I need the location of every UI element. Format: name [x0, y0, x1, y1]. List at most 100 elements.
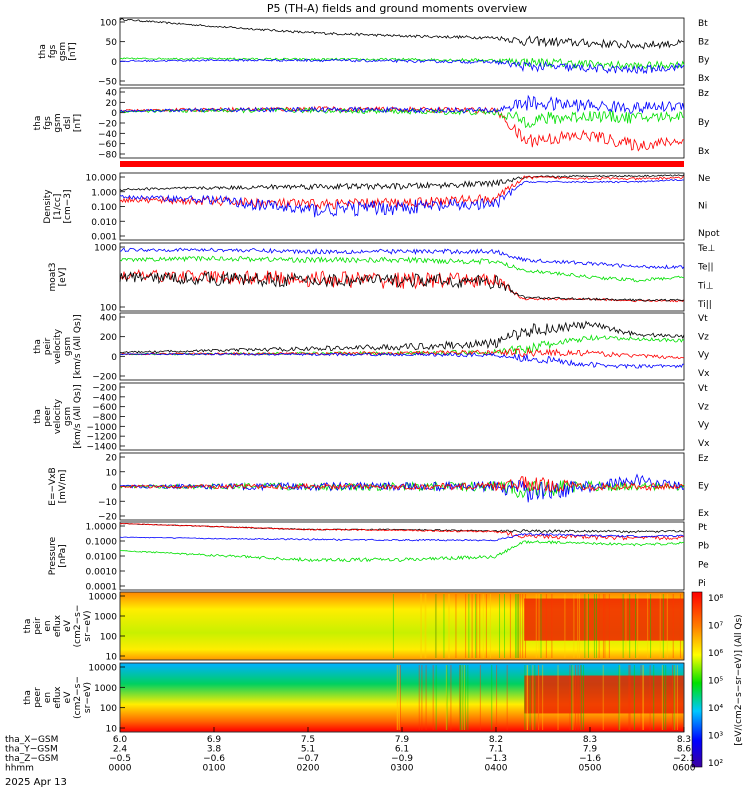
- y-axis-label: [km/s (All Qs)]: [73, 314, 83, 378]
- colorbar-tick-label: 10³: [708, 732, 723, 742]
- y-tick-label: 1000: [94, 244, 117, 254]
- colorbar-tick-label: 10⁵: [708, 677, 723, 687]
- y-tick-label: 10: [106, 468, 118, 478]
- x-tick-label: 0100: [203, 764, 226, 774]
- y-axis-label: [km/s (All Qs)]: [73, 384, 83, 448]
- legend-entry: Te||: [697, 263, 714, 273]
- x-tick-label: 7.5: [301, 735, 315, 745]
- panel-frame: [119, 17, 685, 86]
- y-tick-label: 100: [100, 304, 117, 314]
- y-axis-label: velocity: [53, 398, 63, 434]
- y-tick-label: 1.000: [91, 188, 117, 198]
- y-tick-label: 400: [100, 314, 117, 324]
- panel-frame: [119, 312, 685, 381]
- x-tick-label: 2.4: [113, 745, 128, 755]
- y-tick-label: 0: [111, 109, 117, 119]
- y-axis-label: peer: [33, 687, 43, 708]
- series-line-Vt: [119, 320, 685, 354]
- y-axis-label: tha: [38, 44, 48, 59]
- y-axis-label: eflux: [53, 686, 63, 709]
- x-tick-label: 8.2: [489, 735, 503, 745]
- legend-entry: Ne: [698, 174, 711, 184]
- y-axis-label: gsm: [63, 407, 73, 426]
- y-tick-label: 20: [106, 99, 118, 109]
- panel-frame: [119, 87, 685, 159]
- legend-entry: Bx: [698, 147, 710, 157]
- panel-frame: [119, 242, 685, 312]
- y-tick-label: −1000: [87, 423, 118, 433]
- y-tick-label: −20: [98, 120, 117, 130]
- y-tick-label: 20: [106, 454, 118, 464]
- y-tick-label: 100: [100, 19, 117, 29]
- series-line-Te⊥: [119, 268, 685, 303]
- y-tick-label: −1400: [87, 443, 118, 453]
- y-axis-label: [nPa]: [58, 544, 68, 567]
- x-tick-label: 6.1: [395, 745, 409, 755]
- y-tick-label: −600: [92, 403, 117, 413]
- y-axis-label: Pressure: [48, 536, 58, 575]
- y-axis-label: gsm: [53, 113, 63, 132]
- legend-entry: Ex: [698, 509, 710, 519]
- figure-title: P5 (TH-A) fields and ground moments over…: [267, 2, 527, 15]
- y-axis-label: (cm2−s−: [73, 605, 83, 648]
- y-tick-label: 100: [100, 704, 117, 714]
- panel-fgs_gsm: 100 50 0 −50 tha fgs gsm [nT] Bt Bz By Bx: [38, 17, 710, 88]
- y-axis-label: tha: [23, 619, 33, 634]
- y-tick-label: 50: [106, 38, 118, 48]
- y-axis-label: tha: [33, 409, 43, 424]
- x-tick-label: 0000: [109, 764, 132, 774]
- y-axis-label: gsm: [63, 337, 73, 356]
- x-tick-label: 0200: [297, 764, 320, 774]
- series-line-Vy: [119, 334, 685, 356]
- y-tick-label: −20: [98, 513, 117, 523]
- x-tick-label: 8.6: [677, 745, 692, 755]
- series-line-Pb: [119, 523, 685, 541]
- y-tick-label: −200: [92, 384, 117, 394]
- y-tick-label: −40: [98, 130, 117, 140]
- y-tick-label: −60: [98, 140, 117, 150]
- x-tick-label: 6.9: [207, 735, 222, 745]
- y-tick-label: −1200: [87, 433, 118, 443]
- y-tick-label: 10: [106, 653, 118, 663]
- panel-peir_spectrogram: 10000 1000 100 10 tha peir en eflux eV (cm2−s− sr−…: [23, 591, 685, 663]
- y-tick-label: −200: [92, 373, 117, 383]
- x-tick-label: −0.6: [203, 754, 225, 764]
- x-tick-label: 8.3: [677, 735, 691, 745]
- series-line-Pi: [119, 532, 685, 542]
- panel-frame: [119, 591, 685, 661]
- colorbar-tick-label: 10²: [708, 759, 723, 769]
- x-tick-label: −0.9: [391, 754, 413, 764]
- y-tick-label: 100: [100, 633, 117, 643]
- y-tick-label: 0.0010: [86, 568, 118, 578]
- y-axis-label: fgs: [48, 44, 58, 58]
- y-axis-label: peer: [43, 406, 53, 427]
- x-tick-label: 7.1: [489, 745, 503, 755]
- panel-pressure: 1.0000 0.1000 0.0100 0.0010 0.0001 Pressure [n…: [48, 521, 709, 593]
- legend-entry: Bz: [698, 89, 709, 99]
- y-tick-label: 1000: [94, 613, 117, 623]
- spectrogram-hot-region: [524, 675, 684, 714]
- x-tick-label: 6.0: [113, 735, 128, 745]
- series-line-Vx: [119, 352, 684, 369]
- legend-entry: Pi: [698, 579, 706, 589]
- y-axis-label: gsm: [58, 42, 68, 61]
- legend-entry: Pt: [698, 523, 707, 533]
- legend-entry: Bz: [698, 37, 709, 47]
- x-row-label: tha_Y−GSM: [5, 745, 58, 755]
- panel-efield: 20 10 0 −10 −20 E=−VxB [mV/m] Ez Ey Ex: [48, 452, 710, 523]
- y-axis-label: eV: [63, 691, 73, 704]
- y-axis-label: eV: [63, 619, 73, 632]
- y-tick-label: 0: [111, 353, 117, 363]
- series-line-Npot: [119, 178, 685, 218]
- legend-entry: Vz: [698, 402, 709, 412]
- x-row-label: tha_X−GSM: [5, 735, 58, 745]
- y-tick-label: 10000: [88, 593, 117, 603]
- series-line-Pt: [119, 523, 685, 534]
- legend-entry: Bx: [698, 74, 710, 84]
- y-axis-label: moat3: [48, 262, 58, 291]
- series-line-Bx: [119, 58, 685, 75]
- y-tick-label: 10000: [88, 664, 117, 674]
- y-tick-label: 10: [106, 725, 118, 735]
